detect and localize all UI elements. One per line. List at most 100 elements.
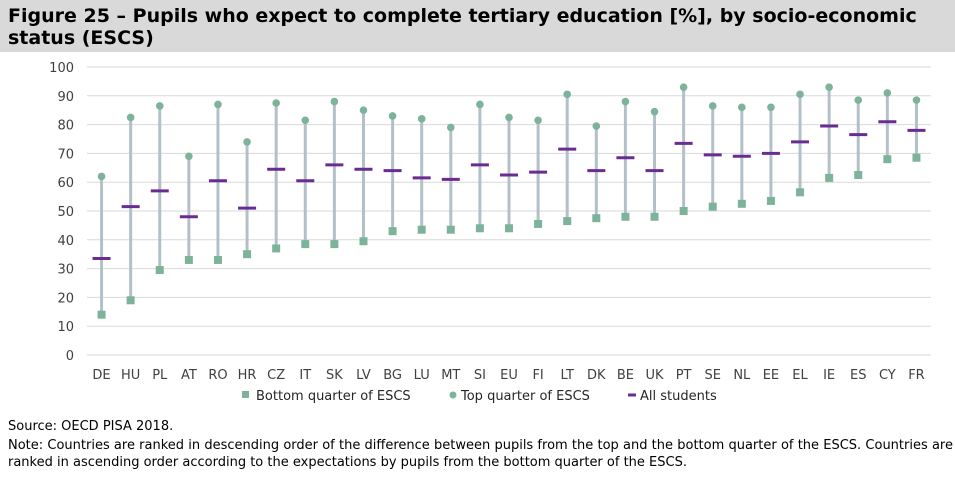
figure-title: Figure 25 – Pupils who expect to complet… bbox=[8, 5, 917, 49]
top-quarter-marker bbox=[97, 172, 106, 181]
bottom-quarter-marker bbox=[825, 173, 834, 182]
bottom-quarter-marker bbox=[883, 155, 892, 164]
bottom-quarter-marker bbox=[505, 224, 513, 233]
x-tick-label: SI bbox=[474, 368, 486, 383]
x-tick-label: AT bbox=[181, 368, 197, 383]
x-tick-label: LV bbox=[356, 368, 371, 383]
top-quarter-marker bbox=[330, 97, 339, 106]
top-quarter-marker bbox=[738, 103, 746, 112]
bottom-quarter-marker bbox=[534, 219, 543, 228]
top-quarter-marker bbox=[854, 96, 863, 104]
bottom-quarter-marker bbox=[243, 250, 252, 259]
bottom-quarter-marker bbox=[97, 310, 106, 319]
top-quarter-marker bbox=[155, 102, 164, 110]
x-tick-label: NL bbox=[733, 368, 751, 383]
x-tick-label: DE bbox=[92, 368, 110, 383]
y-tick-label: 70 bbox=[57, 147, 74, 162]
x-tick-label: FR bbox=[908, 368, 925, 383]
top-quarter-marker bbox=[214, 100, 222, 109]
top-quarter-marker bbox=[126, 113, 135, 122]
bottom-quarter-marker bbox=[184, 255, 193, 264]
top-quarter-marker bbox=[388, 112, 397, 120]
grid-layer bbox=[87, 66, 931, 356]
bottom-quarter-marker bbox=[301, 240, 310, 249]
x-tick-label: DK bbox=[587, 368, 606, 383]
top-quarter-marker bbox=[272, 99, 280, 107]
top-quarter-marker bbox=[534, 116, 542, 125]
legend: Bottom quarter of ESCS Top quarter of ES… bbox=[242, 389, 717, 404]
x-tick-label: LT bbox=[561, 368, 574, 383]
bottom-quarter-marker bbox=[766, 196, 775, 205]
bottom-quarter-marker bbox=[475, 224, 484, 233]
y-tick-label: 80 bbox=[57, 119, 74, 134]
top-quarter-marker bbox=[185, 152, 193, 161]
legend-label-top: Top quarter of ESCS bbox=[460, 389, 590, 404]
x-tick-label: HU bbox=[121, 368, 140, 383]
top-quarter-marker bbox=[679, 83, 688, 91]
x-tick-label: EU bbox=[500, 368, 518, 383]
y-tick-label: 100 bbox=[49, 61, 74, 76]
x-tick-label: BE bbox=[617, 368, 634, 383]
x-tick-label: HR bbox=[238, 368, 257, 383]
bottom-quarter-marker bbox=[650, 212, 659, 221]
x-tick-label: IT bbox=[299, 368, 311, 383]
bottom-quarter-marker bbox=[679, 207, 688, 215]
top-quarter-marker bbox=[621, 97, 630, 106]
top-quarter-marker bbox=[359, 106, 368, 114]
top-quarter-marker bbox=[796, 90, 804, 99]
source-text: Source: OECD PISA 2018. bbox=[8, 419, 174, 434]
x-tick-label: SE bbox=[704, 368, 720, 383]
marker-layer bbox=[92, 83, 926, 319]
y-tick-label: 0 bbox=[66, 349, 74, 364]
range-layer bbox=[100, 87, 918, 315]
bottom-quarter-marker bbox=[446, 225, 455, 234]
top-quarter-marker bbox=[650, 107, 659, 116]
x-tick-label: EE bbox=[763, 368, 779, 383]
x-tick-label: PT bbox=[676, 368, 692, 383]
top-quarter-marker bbox=[446, 123, 455, 132]
bottom-quarter-marker bbox=[708, 202, 717, 211]
x-tick-label: CY bbox=[879, 368, 896, 383]
bottom-quarter-marker bbox=[272, 244, 281, 253]
x-tick-label: SK bbox=[326, 368, 343, 383]
top-quarter-marker bbox=[301, 116, 310, 125]
x-tick-label: PL bbox=[152, 368, 168, 383]
y-tick-label: 40 bbox=[57, 234, 74, 249]
note-text: Note: Countries are ranked in descending… bbox=[8, 438, 953, 470]
y-tick-label: 30 bbox=[57, 263, 74, 278]
x-tick-label: RO bbox=[208, 368, 227, 383]
top-quarter-marker bbox=[767, 103, 775, 112]
legend-marker-bottom bbox=[242, 391, 249, 398]
top-quarter-marker bbox=[883, 89, 892, 97]
legend-marker-top bbox=[449, 391, 457, 399]
bottom-quarter-marker bbox=[359, 237, 368, 246]
x-tick-label: EL bbox=[792, 368, 808, 383]
bottom-quarter-marker bbox=[126, 296, 135, 305]
x-tick-label: IE bbox=[823, 368, 835, 383]
top-quarter-marker bbox=[912, 96, 921, 104]
y-tick-label: 20 bbox=[57, 291, 74, 306]
bottom-quarter-marker bbox=[854, 171, 863, 179]
chart: 0 10 20 30 40 50 60 70 80 90 100 DE HU PL AT RO HR CZ IT SK… bbox=[49, 61, 931, 404]
x-tick-label: MT bbox=[441, 368, 460, 383]
top-quarter-marker bbox=[563, 90, 572, 99]
x-tick-label: ES bbox=[850, 368, 866, 383]
top-quarter-marker bbox=[417, 115, 426, 123]
x-tick-label: LU bbox=[414, 368, 430, 383]
top-quarter-marker bbox=[243, 138, 251, 146]
bottom-quarter-marker bbox=[592, 214, 601, 223]
y-tick-label: 10 bbox=[57, 320, 74, 335]
x-tick-label: CZ bbox=[267, 368, 285, 383]
top-quarter-marker bbox=[708, 102, 717, 110]
bottom-quarter-marker bbox=[155, 266, 164, 275]
bottom-quarter-marker bbox=[388, 227, 397, 236]
x-tick-label: UK bbox=[645, 368, 664, 383]
bottom-quarter-marker bbox=[796, 188, 805, 197]
bottom-quarter-marker bbox=[330, 240, 339, 249]
bottom-quarter-marker bbox=[563, 217, 572, 226]
bottom-quarter-marker bbox=[912, 153, 921, 162]
legend-label-all: All students bbox=[640, 389, 717, 404]
top-quarter-marker bbox=[825, 83, 833, 91]
y-tick-label: 50 bbox=[57, 205, 74, 220]
bottom-quarter-marker bbox=[417, 225, 426, 234]
